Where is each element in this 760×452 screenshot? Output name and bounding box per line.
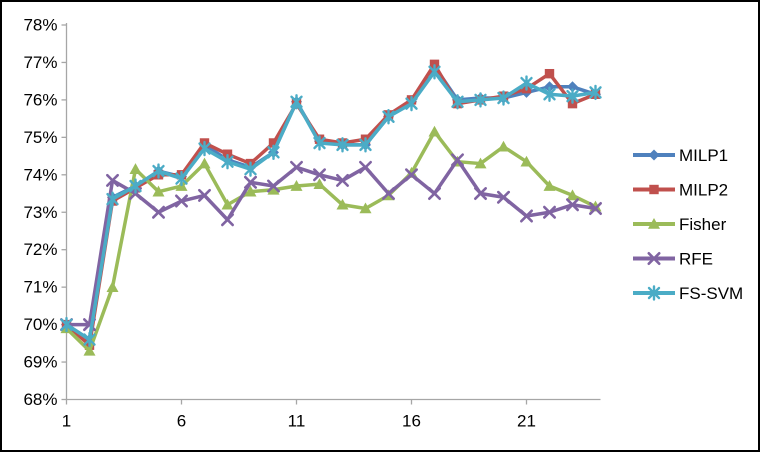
y-tick-label: 76% xyxy=(23,90,57,109)
series-FS-SVM xyxy=(60,64,602,348)
series-MILP2 xyxy=(61,59,601,350)
series-MILP1 xyxy=(61,60,601,346)
y-tick-label: 72% xyxy=(23,240,57,259)
y-tick-label: 77% xyxy=(23,53,57,72)
series-line-RFE xyxy=(64,158,598,327)
x-tick-label: 21 xyxy=(517,412,536,431)
x-tick-label: 6 xyxy=(177,412,186,431)
legend-label: RFE xyxy=(679,250,713,269)
series-line-Fisher xyxy=(64,129,598,353)
y-tick-label: 71% xyxy=(23,278,57,297)
legend-item-RFE: RFE xyxy=(633,250,713,269)
legend-item-Fisher: Fisher xyxy=(633,215,727,234)
y-tick-label: 78% xyxy=(23,16,57,35)
legend-label: Fisher xyxy=(679,215,727,234)
y-tick-label: 74% xyxy=(23,165,57,184)
series-RFE xyxy=(60,153,602,332)
legend-label: MILP2 xyxy=(679,181,728,200)
legend: MILP1 MILP2 Fisher RFE FS-SVM xyxy=(633,146,743,303)
y-tick-label: 75% xyxy=(23,128,57,147)
legend-label: MILP1 xyxy=(679,146,728,165)
series-Fisher xyxy=(60,125,602,356)
y-tick-label: 69% xyxy=(23,353,57,372)
x-tick-label: 11 xyxy=(288,412,306,431)
legend-item-FS-SVM: FS-SVM xyxy=(633,284,743,303)
legend-label: FS-SVM xyxy=(679,284,743,303)
x-tick-label: 1 xyxy=(62,412,71,431)
legend-item-MILP2: MILP2 xyxy=(633,181,728,200)
series-line-MILP2 xyxy=(64,62,598,347)
y-tick-label: 70% xyxy=(23,315,57,334)
y-tick-label: 68% xyxy=(23,390,57,409)
x-tick-label: 16 xyxy=(402,412,421,431)
legend-item-MILP1: MILP1 xyxy=(633,146,728,165)
y-tick-label: 73% xyxy=(23,203,57,222)
